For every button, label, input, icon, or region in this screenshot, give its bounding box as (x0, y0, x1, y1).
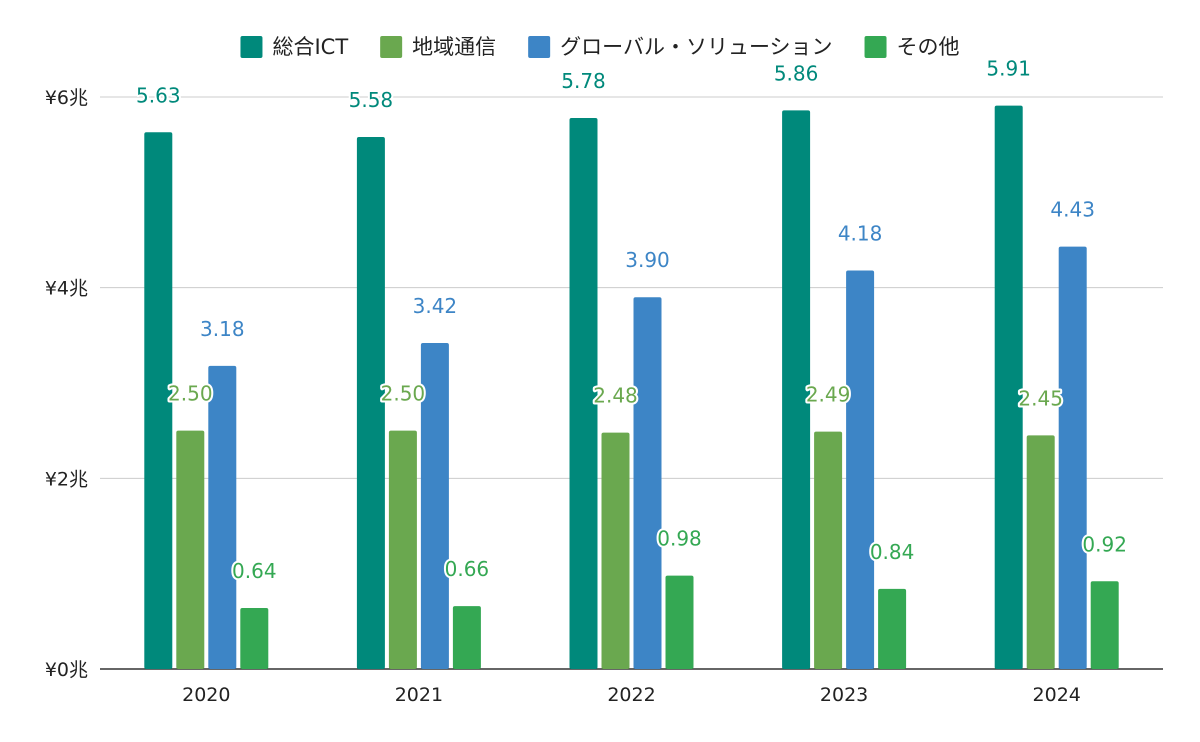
bar (1026, 435, 1055, 669)
legend: 総合ICT 地域通信 グローバル・ソリューション その他 (240, 35, 960, 59)
bar (846, 270, 875, 669)
legend-item: 総合ICT (240, 35, 348, 59)
legend-label: 総合ICT (272, 35, 348, 59)
bars (144, 105, 1119, 670)
y-axis: ¥0兆 ¥2兆 ¥4兆 ¥6兆 (45, 87, 88, 681)
data-label: 0.64 (232, 559, 277, 583)
legend-swatch (380, 36, 403, 58)
x-tick-label: 2022 (607, 684, 655, 706)
bar (782, 110, 811, 669)
bar (601, 432, 630, 669)
x-axis: 2020 2021 2022 2023 2024 (182, 684, 1081, 706)
data-label: 4.18 (838, 222, 883, 246)
bar (1058, 246, 1087, 669)
data-label: 3.90 (625, 248, 670, 272)
data-label: 5.78 (561, 69, 606, 93)
y-tick-label: ¥4兆 (45, 278, 88, 300)
bar (208, 365, 237, 669)
data-label: 4.43 (1050, 198, 1095, 222)
legend-swatch (864, 36, 887, 58)
y-tick-label: ¥6兆 (45, 87, 88, 109)
legend-swatch (240, 36, 263, 58)
bar (420, 342, 449, 669)
gridlines (100, 96, 1163, 670)
data-label: 3.18 (200, 317, 245, 341)
data-label: 3.42 (413, 294, 458, 318)
legend-item: その他 (864, 35, 960, 59)
bar (994, 105, 1023, 669)
bar (878, 588, 907, 669)
legend-label: グローバル・ソリューション (560, 35, 832, 59)
x-tick-label: 2020 (182, 684, 230, 706)
legend-swatch (528, 36, 551, 58)
bar (176, 430, 205, 669)
bar (665, 575, 694, 669)
data-label: 2.49 (806, 383, 851, 407)
bar (452, 606, 481, 669)
bar (1090, 581, 1119, 669)
data-label: 0.92 (1082, 532, 1127, 556)
data-label: 5.63 (136, 83, 181, 107)
bar (240, 607, 269, 669)
x-tick-label: 2021 (395, 684, 443, 706)
y-tick-label: ¥0兆 (45, 659, 88, 681)
bar (633, 297, 662, 669)
bar (144, 132, 173, 670)
legend-item: グローバル・ソリューション (528, 35, 833, 59)
data-label: 0.66 (445, 557, 490, 581)
x-tick-label: 2023 (820, 684, 868, 706)
data-label: 2.45 (1018, 386, 1063, 410)
data-labels: 5.63 2.50 3.18 0.64 5.58 2.50 3.42 0.66 5.78 2.48… (134, 55, 1129, 585)
data-label: 2.50 (381, 382, 426, 406)
legend-label: その他 (897, 35, 960, 59)
data-label: 5.91 (986, 57, 1031, 81)
x-tick-label: 2024 (1033, 684, 1081, 706)
data-label: 2.48 (593, 384, 638, 408)
bar (388, 430, 417, 669)
data-label: 0.98 (657, 527, 702, 551)
bar (569, 117, 598, 670)
legend-label: 地域通信 (412, 35, 496, 59)
data-label: 5.58 (349, 88, 394, 112)
data-label: 0.84 (870, 540, 915, 564)
legend-item: 地域通信 (380, 35, 496, 59)
bar (814, 431, 843, 669)
y-tick-label: ¥2兆 (45, 468, 88, 490)
data-label: 5.86 (774, 61, 819, 85)
data-label: 2.50 (168, 382, 213, 406)
bar (356, 137, 385, 670)
